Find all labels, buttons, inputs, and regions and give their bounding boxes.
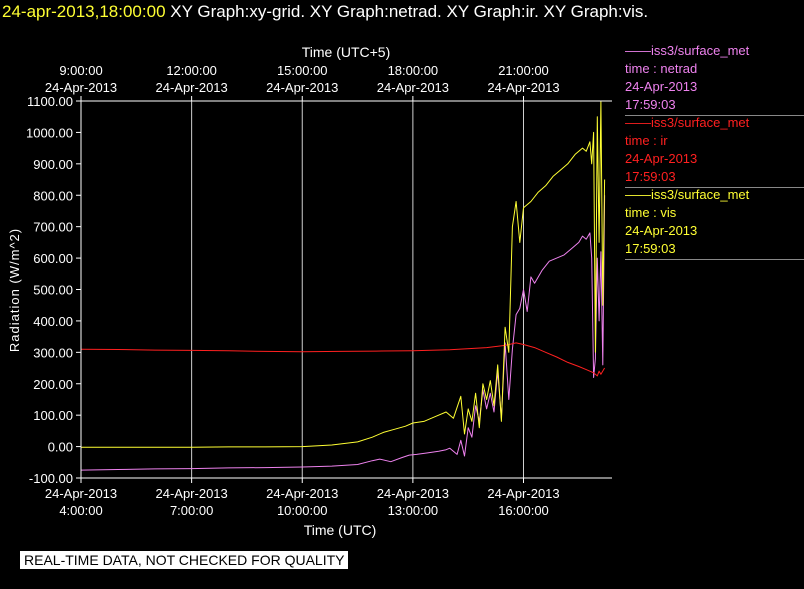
quality-disclaimer: REAL-TIME DATA, NOT CHECKED FOR QUALITY xyxy=(20,551,349,569)
graph-header: 24-apr-2013,18:00:00 XY Graph:xy-grid. X… xyxy=(2,2,648,22)
axis-layer: -100.00 0.00 100.00 200.00 300.00 400.00 500.0… xyxy=(26,63,612,518)
legend-line: ——iss3/surface_met xyxy=(625,43,750,58)
legend-line: ——iss3/surface_met xyxy=(625,187,750,202)
y-tick-label-3: 200.00 xyxy=(33,377,73,392)
y-tick-label-4: 300.00 xyxy=(33,345,73,360)
legend-date: 24-Apr-2013 xyxy=(625,151,698,166)
legend-date: 24-Apr-2013 xyxy=(625,223,698,238)
y-tick-label-7: 600.00 xyxy=(33,251,73,266)
x-axis-top-title: Time (UTC+5) xyxy=(302,44,391,60)
y-tick-label-6: 500.00 xyxy=(33,283,73,298)
x-top-tick-time-2: 15:00:00 xyxy=(277,63,328,78)
legend-field: time : netrad xyxy=(625,61,698,76)
legend-separator-0 xyxy=(625,115,804,116)
legend-field: time : ir xyxy=(625,133,668,148)
x-tick-date-1: 24-Apr-2013 xyxy=(155,486,227,501)
y-tick-label-11: 1000.00 xyxy=(26,125,73,140)
x-top-tick-date-1: 24-Apr-2013 xyxy=(155,80,227,95)
x-top-tick-date-3: 24-Apr-2013 xyxy=(377,80,449,95)
x-tick-date-0: 24-Apr-2013 xyxy=(45,486,117,501)
series-line-netrad xyxy=(80,195,606,471)
legend-line: ——iss3/surface_met xyxy=(625,115,750,130)
x-top-tick-date-0: 24-Apr-2013 xyxy=(45,80,117,95)
x-top-tick-time-3: 18:00:00 xyxy=(388,63,439,78)
x-tick-time-4: 16:00:00 xyxy=(498,503,549,518)
x-top-tick-time-4: 21:00:00 xyxy=(498,63,549,78)
y-tick-label-10: 900.00 xyxy=(33,157,73,172)
x-tick-time-2: 10:00:00 xyxy=(277,503,328,518)
series-layer xyxy=(80,100,606,471)
y-tick-label-9: 800.00 xyxy=(33,188,73,203)
y-tick-label-1: 0.00 xyxy=(48,440,73,455)
x-tick-date-2: 24-Apr-2013 xyxy=(266,486,338,501)
x-tick-time-1: 7:00:00 xyxy=(170,503,213,518)
x-top-tick-date-4: 24-Apr-2013 xyxy=(487,80,559,95)
x-tick-date-4: 24-Apr-2013 xyxy=(487,486,559,501)
y-tick-label-5: 400.00 xyxy=(33,314,73,329)
y-tick-label-0: -100.00 xyxy=(29,471,73,486)
header-timestamp: 24-apr-2013,18:00:00 xyxy=(2,2,166,21)
x-top-tick-time-0: 9:00:00 xyxy=(59,63,102,78)
legend-separator-2 xyxy=(625,259,804,260)
legend-date: 24-Apr-2013 xyxy=(625,79,698,94)
x-top-tick-date-2: 24-Apr-2013 xyxy=(266,80,338,95)
y-tick-label-12: 1100.00 xyxy=(27,94,73,109)
legend-field: time : vis xyxy=(625,205,677,220)
x-top-tick-time-1: 12:00:00 xyxy=(166,63,217,78)
legend-time: 17:59:03 xyxy=(625,241,676,256)
x-axis-title: Time (UTC) xyxy=(304,522,377,538)
y-axis-title: Radiation (W/m^2) xyxy=(7,228,22,352)
series-line-ir xyxy=(80,342,606,377)
x-tick-date-3: 24-Apr-2013 xyxy=(377,486,449,501)
legend-separator-1 xyxy=(625,187,804,188)
series-line-vis xyxy=(81,100,606,448)
x-tick-time-3: 13:00:00 xyxy=(388,503,439,518)
y-tick-label-2: 100.00 xyxy=(33,408,73,423)
header-graph-list: XY Graph:xy-grid. XY Graph:netrad. XY Gr… xyxy=(170,2,649,21)
y-tick-label-8: 700.00 xyxy=(33,220,73,235)
x-tick-time-0: 4:00:00 xyxy=(59,503,102,518)
legend-time: 17:59:03 xyxy=(625,169,676,184)
grid-layer xyxy=(191,101,524,478)
legend-time: 17:59:03 xyxy=(625,97,676,112)
